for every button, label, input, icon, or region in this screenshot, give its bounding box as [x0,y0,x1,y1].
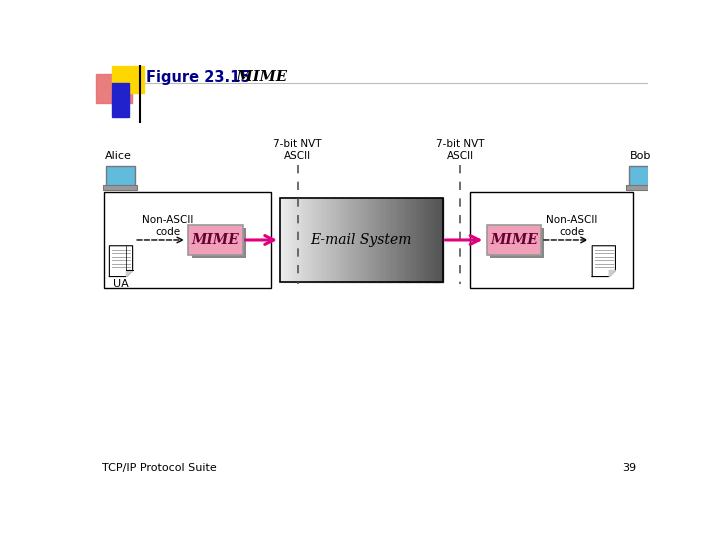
Bar [490,228,544,259]
Bar [375,198,378,282]
Bar [421,198,424,282]
Bar [189,225,243,255]
Text: Figure 23.15: Figure 23.15 [145,70,251,85]
Bar [340,198,343,282]
Bar [331,198,335,282]
Bar [112,83,129,117]
Bar [415,198,418,282]
Bar [307,198,310,282]
Bar [112,66,144,92]
Bar [323,198,326,282]
FancyBboxPatch shape [106,166,135,186]
Bar [104,192,271,288]
Bar [296,198,300,282]
Bar [351,198,354,282]
Bar [388,198,392,282]
Bar [318,198,321,282]
Bar [342,198,346,282]
Bar [366,198,370,282]
Bar [432,198,435,282]
Bar [310,198,312,282]
Text: Non-ASCII
code: Non-ASCII code [142,215,193,237]
Bar [280,198,283,282]
Polygon shape [109,246,132,276]
Bar [361,198,364,282]
FancyBboxPatch shape [629,166,658,186]
Bar [380,198,383,282]
Text: TCP/IP Protocol Suite: TCP/IP Protocol Suite [102,463,217,473]
Bar [315,198,318,282]
Bar [405,198,408,282]
Bar [413,198,416,282]
Bar [305,198,307,282]
Bar [282,198,286,282]
Text: Alice: Alice [104,151,131,161]
Bar [348,198,351,282]
Bar [626,185,660,190]
Polygon shape [609,271,616,276]
Bar [359,198,361,282]
Bar [429,198,432,282]
Bar [418,198,421,282]
Bar [364,198,367,282]
Bar [469,192,632,288]
Bar [408,198,410,282]
Polygon shape [127,271,132,276]
Bar [372,198,375,282]
Bar [288,198,291,282]
Bar [299,198,302,282]
Text: UA: UA [113,279,129,289]
Bar [280,198,443,282]
Bar [394,198,397,282]
Bar [345,198,348,282]
Text: E-mail System: E-mail System [310,233,412,247]
Text: Bob: Bob [630,151,652,161]
Bar [426,198,429,282]
Bar [294,198,297,282]
Bar [402,198,405,282]
Bar [320,198,324,282]
Bar [192,228,246,259]
Bar [96,74,132,103]
Bar [369,198,372,282]
Text: 39: 39 [622,463,636,473]
Bar [356,198,359,282]
Bar [329,198,332,282]
Bar [302,198,305,282]
Bar [326,198,329,282]
Bar [487,225,541,255]
Bar [423,198,427,282]
Bar [437,198,441,282]
Bar [434,198,438,282]
Bar [410,198,413,282]
Bar [285,198,289,282]
Bar [391,198,394,282]
Bar [334,198,337,282]
Bar [377,198,381,282]
Bar [353,198,356,282]
Bar [312,198,315,282]
Bar [440,198,443,282]
Text: 7-bit NVT
ASCII: 7-bit NVT ASCII [274,139,322,161]
Text: 7-bit NVT
ASCII: 7-bit NVT ASCII [436,139,485,161]
Text: MIME: MIME [216,70,287,84]
Text: MIME: MIME [490,233,538,247]
Bar [291,198,294,282]
Bar [397,198,400,282]
Bar [337,198,340,282]
Bar [386,198,389,282]
Bar [399,198,402,282]
Polygon shape [593,246,616,276]
Bar [383,198,386,282]
Text: MIME: MIME [192,233,240,247]
Bar [103,185,138,190]
Text: Non-ASCII
code: Non-ASCII code [546,215,598,237]
